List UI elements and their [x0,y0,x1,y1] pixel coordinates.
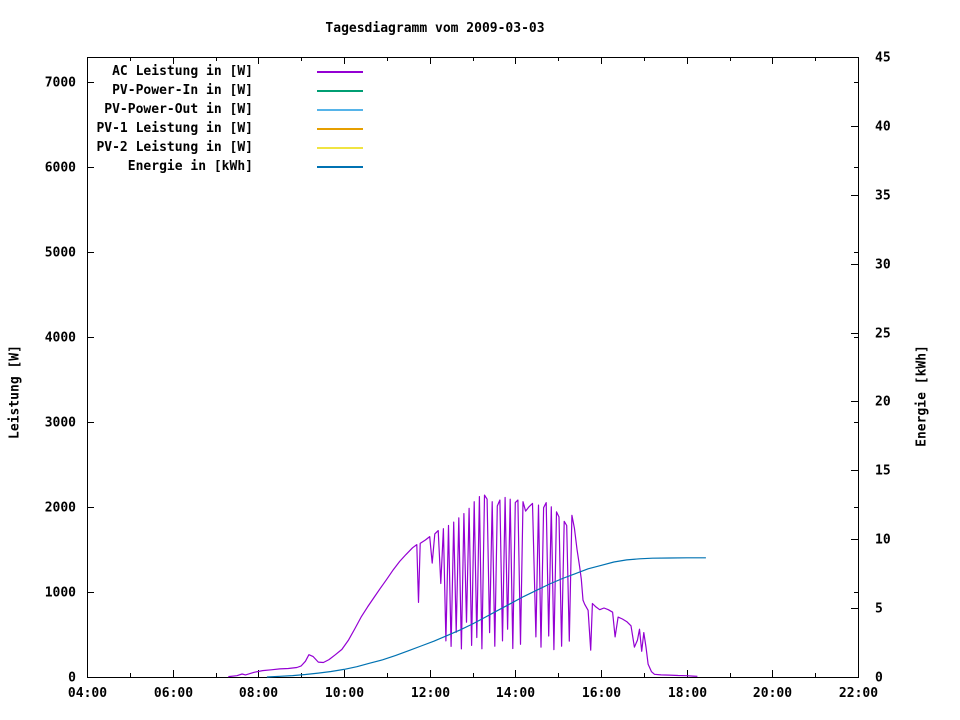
y-left-tick-label: 2000 [45,501,76,516]
legend-line-sample [317,71,363,73]
x-axis-tick-label: 16:00 [582,686,621,701]
series-line-ac-leistung-in-w [228,494,698,678]
legend-item: PV-2 Leistung in [W] [95,139,375,156]
x-axis-tick-label: 14:00 [496,686,535,701]
y-right-tick-label: 0 [875,671,883,686]
legend-item: PV-1 Leistung in [W] [95,120,375,137]
legend-line-sample [317,147,363,149]
y-left-tick-label: 0 [68,671,76,686]
x-axis-tick-label: 10:00 [325,686,364,701]
legend-item: Energie in [kWh] [95,158,375,175]
y-right-tick-label: 5 [875,602,883,617]
y-right-tick-label: 15 [875,464,891,479]
legend-item-label: Energie in [kWh] [127,159,253,174]
legend-item: PV-Power-In in [W] [95,82,375,99]
y-left-tick-label: 1000 [45,586,76,601]
y-left-tick-label: 6000 [45,161,76,176]
x-axis-tick-label: 20:00 [753,686,792,701]
legend-item-label: PV-Power-In in [W] [112,83,253,98]
y-right-tick-label: 25 [875,327,891,342]
x-axis-tick-label: 12:00 [411,686,450,701]
legend-item-label: AC Leistung in [W] [112,64,253,79]
legend-item: AC Leistung in [W] [95,63,375,80]
y-right-tick-label: 40 [875,120,891,135]
legend-line-sample [317,109,363,111]
x-axis-tick-label: 06:00 [154,686,193,701]
legend-line-sample [317,166,363,168]
y-right-tick-label: 20 [875,395,891,410]
y-right-tick-label: 35 [875,189,891,204]
x-axis-tick-label: 04:00 [68,686,107,701]
series-line-energie-in-kwh [266,557,706,678]
legend-item-label: PV-2 Leistung in [W] [96,140,253,155]
chart-title: Tagesdiagramm vom 2009-03-03 [325,21,545,36]
y-right-tick-label: 10 [875,533,891,548]
legend-line-sample [317,90,363,92]
legend-item-label: PV-1 Leistung in [W] [96,121,253,136]
y-left-tick-label: 5000 [45,246,76,261]
x-axis-tick-label: 18:00 [668,686,707,701]
x-axis-tick-label: 22:00 [839,686,878,701]
legend-item-label: PV-Power-Out in [W] [104,102,253,117]
legend-line-sample [317,128,363,130]
y-right-tick-label: 30 [875,258,891,273]
y-left-tick-label: 3000 [45,416,76,431]
x-axis-tick-label: 08:00 [239,686,278,701]
y-right-tick-label: 45 [875,51,891,66]
legend-item: PV-Power-Out in [W] [95,101,375,118]
y-left-tick-label: 7000 [45,76,76,91]
y-left-tick-label: 4000 [45,331,76,346]
